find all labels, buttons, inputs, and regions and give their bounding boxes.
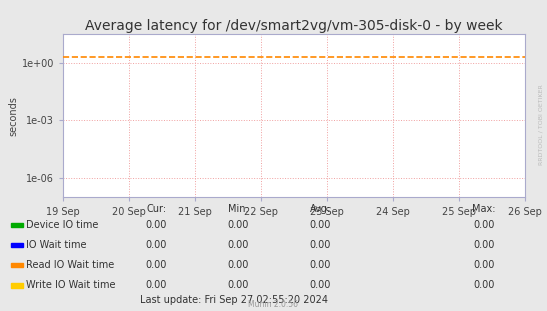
- Text: Device IO time: Device IO time: [26, 220, 98, 230]
- Text: Last update: Fri Sep 27 02:55:20 2024: Last update: Fri Sep 27 02:55:20 2024: [140, 295, 328, 305]
- Text: RRDTOOL / TOBI OETIKER: RRDTOOL / TOBI OETIKER: [538, 84, 543, 165]
- Text: 0.00: 0.00: [228, 281, 249, 290]
- Text: 0.00: 0.00: [474, 260, 495, 270]
- Text: 0.00: 0.00: [228, 220, 249, 230]
- Text: IO Wait time: IO Wait time: [26, 240, 86, 250]
- Text: Read IO Wait time: Read IO Wait time: [26, 260, 114, 270]
- Text: Cur:: Cur:: [147, 204, 167, 214]
- Text: 0.00: 0.00: [474, 281, 495, 290]
- Y-axis label: seconds: seconds: [9, 96, 19, 136]
- Text: Avg:: Avg:: [310, 204, 331, 214]
- Text: 0.00: 0.00: [310, 281, 331, 290]
- Text: Min:: Min:: [228, 204, 249, 214]
- Text: 0.00: 0.00: [474, 220, 495, 230]
- Text: 0.00: 0.00: [146, 260, 167, 270]
- Text: 0.00: 0.00: [146, 240, 167, 250]
- Text: 0.00: 0.00: [310, 220, 331, 230]
- Title: Average latency for /dev/smart2vg/vm-305-disk-0 - by week: Average latency for /dev/smart2vg/vm-305…: [85, 19, 503, 33]
- Text: 0.00: 0.00: [310, 240, 331, 250]
- Text: Max:: Max:: [472, 204, 495, 214]
- Text: 0.00: 0.00: [474, 240, 495, 250]
- Text: 0.00: 0.00: [310, 260, 331, 270]
- Text: Write IO Wait time: Write IO Wait time: [26, 281, 115, 290]
- Text: 0.00: 0.00: [146, 281, 167, 290]
- Text: 0.00: 0.00: [146, 220, 167, 230]
- Text: Munin 2.0.56: Munin 2.0.56: [248, 299, 299, 309]
- Text: 0.00: 0.00: [228, 260, 249, 270]
- Text: 0.00: 0.00: [228, 240, 249, 250]
